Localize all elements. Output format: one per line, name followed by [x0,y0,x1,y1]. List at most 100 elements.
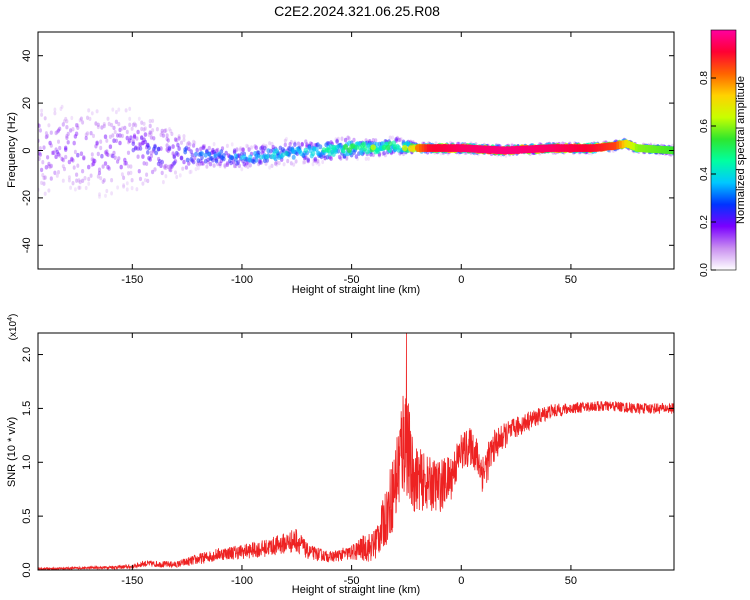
spectrogram-cell [59,106,63,111]
spectrogram-cell [40,167,44,173]
spectrogram-x-ticks: -150 -100 -50 0 50 [121,32,577,286]
spectrogram-cell [149,131,153,136]
spectrogram-cell [69,128,73,133]
spectrogram-cell [286,158,290,164]
spectrogram-cell [212,142,216,147]
spectrogram-cell [265,154,270,160]
spectrogram-cell [195,147,199,153]
spectrogram-cell [53,170,57,175]
spectrogram-cell [203,145,206,150]
spectrogram-cell [284,150,289,157]
spectrogram-cell [387,140,393,147]
spectrogram-cell [40,108,43,113]
spectrogram-cell [165,147,169,152]
spectrogram-cell [160,159,164,165]
spectrogram-cell [151,169,155,175]
spectrogram-band-cell [450,144,455,152]
spectrogram-cell [71,158,75,163]
spectrogram-cell [49,130,53,135]
spectrogram-cell [65,125,69,130]
spectrogram-cell [294,159,298,164]
spectrogram-cell [280,152,286,158]
spectrogram-cell [137,142,141,147]
spectrogram-band-cell [548,144,552,152]
spectrogram-cell [48,140,52,146]
spectrogram-cell [233,153,238,159]
spectrogram-cell [65,134,69,139]
spectrogram-cell [127,171,130,176]
spectrogram-band-cell [532,145,536,153]
spectrogram-cell [87,108,91,113]
spectrogram-cell [200,151,204,157]
spectrogram-cell [300,141,304,147]
spectrogram-cell [61,122,65,127]
spectrogram-cell [259,160,263,165]
spectrogram-cell [102,123,106,129]
spectrogram-cell [268,141,272,146]
spectrogram-cell [70,157,74,163]
spectrogram-cell [186,142,190,147]
spectrogram-cell [168,127,171,132]
spectrogram-cell [111,153,115,159]
y-tick-label: 0.0 [21,562,33,577]
spectrogram-cell [200,161,204,166]
spectrogram-cell [110,178,114,183]
spectrogram-cell [95,140,99,146]
spectrogram-cell [225,162,230,167]
spectrogram-cell [218,161,222,167]
spectrogram-cell [151,118,155,123]
spectrogram-cell [235,161,239,166]
spectrogram-cell [407,145,414,152]
x-tick-label: -50 [344,575,360,587]
spectrogram-band-cell [484,145,489,154]
spectrogram-cell [207,145,211,151]
spectrogram-cell [48,164,52,170]
spectrogram-cell [89,173,93,178]
spectrogram-cell [130,126,134,131]
spectrogram-band-cell [526,145,531,154]
spectrogram-cell [203,152,208,158]
spectrogram-band-cell [626,140,631,149]
spectrogram-band-cell [426,144,431,152]
spectrogram-cell [95,141,99,147]
spectrogram-cell [374,147,380,153]
spectrogram-band-cell [624,139,628,148]
spectrogram-cell [111,133,115,138]
spectrogram-band-cell [663,146,668,154]
spectrogram-cell [167,145,172,151]
spectrogram-cell [201,145,205,151]
spectrogram-band-cell [455,144,460,152]
spectrogram-cell [231,159,236,165]
spectrogram-cell [47,123,51,128]
colorbar-tick-label: 0.2 [699,215,710,229]
spectrogram-cell [270,163,274,168]
spectrogram-cell [253,144,257,149]
spectrogram-cell [135,136,139,141]
spectrogram-cell [116,185,119,190]
spectrogram-cell [67,159,72,165]
spectrogram-band-cell [440,144,444,152]
spectrogram-band-cell [550,144,555,152]
spectrogram-cell [105,149,109,154]
spectrogram-cell [60,104,64,109]
spectrogram-cell [189,169,193,174]
spectrogram-band-cell [463,144,468,153]
spectrogram-cell [141,140,145,146]
spectrogram-band-cell [529,145,534,153]
spectrogram-cell [283,142,287,147]
spectrogram-cell [112,125,116,131]
spectrogram-cell [382,150,387,156]
spectrogram-cell [190,152,195,158]
spectrogram-cell [157,156,161,162]
spectrogram-cell [66,140,70,145]
spectrogram-cell [138,146,143,151]
spectrogram-band-cell [434,144,439,152]
y-tick-label: 0 [21,147,33,153]
spectrogram-band-cell [482,145,486,154]
spectrogram-cell [61,157,65,163]
spectrogram-cell [87,164,91,170]
spectrogram-cell [293,142,297,147]
spectrogram-cell [392,144,398,150]
spectrogram-cell [127,140,130,145]
